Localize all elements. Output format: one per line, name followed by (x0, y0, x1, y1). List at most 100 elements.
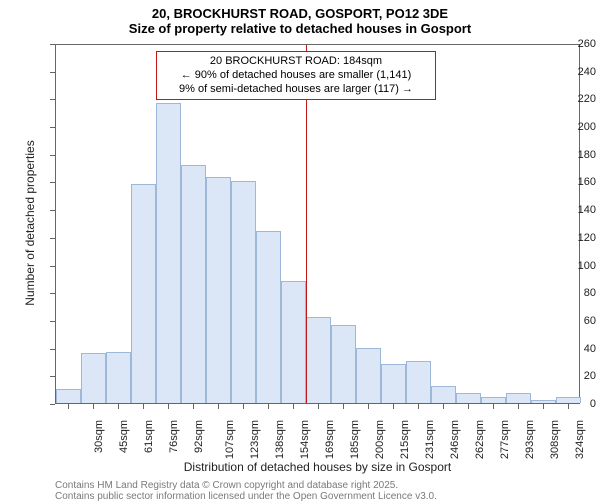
x-tick-label: 324sqm (574, 420, 586, 459)
y-tick-mark (50, 44, 55, 45)
chart-title-line2: Size of property relative to detached ho… (0, 21, 600, 36)
histogram-bar (206, 177, 231, 403)
y-tick-mark (50, 404, 55, 405)
histogram-bar (56, 389, 81, 403)
histogram-bar (156, 103, 181, 403)
x-tick-mark (268, 404, 269, 409)
x-axis-label: Distribution of detached houses by size … (55, 460, 580, 474)
x-tick-label: 154sqm (299, 420, 311, 459)
y-tick-mark (50, 182, 55, 183)
histogram-bar (81, 353, 106, 403)
y-tick-mark (50, 155, 55, 156)
x-tick-label: 169sqm (324, 420, 336, 459)
x-tick-label: 45sqm (118, 420, 130, 453)
annotation-line: 9% of semi-detached houses are larger (1… (163, 83, 429, 97)
x-tick-mark (468, 404, 469, 409)
y-tick-label: 0 (547, 398, 596, 410)
histogram-bar (106, 352, 131, 403)
x-tick-mark (293, 404, 294, 409)
annotation-box: 20 BROCKHURST ROAD: 184sqm← 90% of detac… (156, 51, 436, 100)
y-tick-label: 240 (547, 66, 596, 78)
x-tick-label: 231sqm (424, 420, 436, 459)
histogram-bar (181, 165, 206, 403)
y-tick-label: 60 (547, 315, 596, 327)
x-tick-mark (143, 404, 144, 409)
x-tick-label: 61sqm (143, 420, 155, 453)
histogram-bar (506, 393, 531, 403)
x-tick-label: 293sqm (524, 420, 536, 459)
x-tick-mark (193, 404, 194, 409)
y-tick-label: 40 (547, 343, 596, 355)
x-tick-label: 76sqm (168, 420, 180, 453)
y-tick-mark (50, 127, 55, 128)
y-tick-mark (50, 266, 55, 267)
chart-title-block: 20, BROCKHURST ROAD, GOSPORT, PO12 3DE S… (0, 0, 600, 36)
x-tick-mark (518, 404, 519, 409)
y-tick-label: 120 (547, 232, 596, 244)
footer-line2: Contains public sector information licen… (55, 491, 580, 502)
x-tick-label: 107sqm (224, 420, 236, 459)
x-tick-mark (243, 404, 244, 409)
histogram-bar (256, 231, 281, 403)
histogram-bar (131, 184, 156, 403)
x-tick-label: 138sqm (274, 420, 286, 459)
footer-line1: Contains HM Land Registry data © Crown c… (55, 480, 580, 491)
y-tick-label: 20 (547, 370, 596, 382)
histogram-bar (231, 181, 256, 403)
chart-title-line1: 20, BROCKHURST ROAD, GOSPORT, PO12 3DE (0, 6, 600, 21)
x-tick-label: 123sqm (249, 420, 261, 459)
y-tick-mark (50, 72, 55, 73)
histogram-bar (356, 348, 381, 403)
annotation-line: ← 90% of detached houses are smaller (1,… (163, 69, 429, 83)
x-tick-mark (93, 404, 94, 409)
x-tick-mark (368, 404, 369, 409)
y-tick-label: 200 (547, 121, 596, 133)
y-tick-mark (50, 238, 55, 239)
y-tick-label: 140 (547, 204, 596, 216)
y-tick-label: 100 (547, 260, 596, 272)
histogram-bar (281, 281, 306, 403)
histogram-bar (331, 325, 356, 403)
x-tick-mark (343, 404, 344, 409)
y-tick-label: 260 (547, 38, 596, 50)
histogram-bar (381, 364, 406, 403)
x-tick-label: 215sqm (399, 420, 411, 459)
y-tick-mark (50, 321, 55, 322)
x-tick-label: 185sqm (349, 420, 361, 459)
x-tick-label: 277sqm (499, 420, 511, 459)
y-tick-mark (50, 210, 55, 211)
x-tick-mark (418, 404, 419, 409)
y-tick-mark (50, 349, 55, 350)
x-tick-mark (118, 404, 119, 409)
y-tick-mark (50, 99, 55, 100)
x-tick-mark (393, 404, 394, 409)
histogram-bar (456, 393, 481, 403)
y-tick-label: 160 (547, 176, 596, 188)
annotation-line: 20 BROCKHURST ROAD: 184sqm (163, 55, 429, 69)
x-tick-mark (493, 404, 494, 409)
x-tick-label: 92sqm (193, 420, 205, 453)
y-tick-label: 220 (547, 93, 596, 105)
histogram-chart: 20, BROCKHURST ROAD, GOSPORT, PO12 3DE S… (0, 0, 600, 500)
plot-area: 20 BROCKHURST ROAD: 184sqm← 90% of detac… (55, 44, 580, 404)
attribution-footer: Contains HM Land Registry data © Crown c… (55, 480, 580, 502)
x-tick-mark (568, 404, 569, 409)
x-tick-mark (318, 404, 319, 409)
x-tick-mark (218, 404, 219, 409)
histogram-bar (431, 386, 456, 403)
y-axis-label: Number of detached properties (23, 123, 37, 323)
y-tick-mark (50, 293, 55, 294)
x-tick-mark (543, 404, 544, 409)
histogram-bar (306, 317, 331, 403)
y-tick-label: 180 (547, 149, 596, 161)
x-tick-mark (443, 404, 444, 409)
x-tick-label: 200sqm (374, 420, 386, 459)
x-tick-mark (68, 404, 69, 409)
x-tick-label: 308sqm (549, 420, 561, 459)
x-tick-label: 262sqm (474, 420, 486, 459)
y-tick-mark (50, 376, 55, 377)
y-tick-label: 80 (547, 287, 596, 299)
histogram-bar (481, 397, 506, 403)
x-tick-label: 246sqm (449, 420, 461, 459)
x-tick-label: 30sqm (93, 420, 105, 453)
